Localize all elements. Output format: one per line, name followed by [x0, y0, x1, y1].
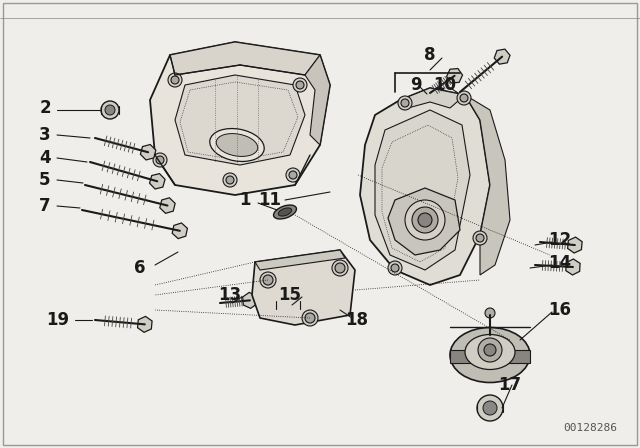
Text: 3: 3 — [39, 126, 51, 144]
Circle shape — [286, 168, 300, 182]
Circle shape — [460, 94, 468, 102]
Polygon shape — [450, 350, 530, 363]
Text: 1: 1 — [239, 191, 251, 209]
Text: 14: 14 — [548, 254, 572, 272]
Circle shape — [156, 156, 164, 164]
Polygon shape — [400, 88, 465, 108]
Circle shape — [335, 263, 345, 273]
Polygon shape — [243, 293, 257, 308]
Text: 7: 7 — [39, 197, 51, 215]
Polygon shape — [172, 223, 188, 239]
Circle shape — [457, 91, 471, 105]
Text: 16: 16 — [548, 301, 572, 319]
Ellipse shape — [216, 134, 258, 156]
Polygon shape — [566, 259, 580, 275]
Circle shape — [476, 234, 484, 242]
Polygon shape — [150, 174, 165, 189]
Circle shape — [401, 99, 409, 107]
Text: 2: 2 — [39, 99, 51, 117]
Circle shape — [473, 231, 487, 245]
Circle shape — [296, 81, 304, 89]
Text: 9: 9 — [410, 76, 422, 94]
Circle shape — [477, 395, 503, 421]
Circle shape — [388, 261, 402, 275]
Text: 19: 19 — [47, 311, 70, 329]
Polygon shape — [305, 55, 330, 145]
Circle shape — [305, 313, 315, 323]
Polygon shape — [494, 49, 510, 64]
Circle shape — [302, 310, 318, 326]
Circle shape — [101, 101, 119, 119]
Circle shape — [171, 76, 179, 84]
Text: 12: 12 — [548, 231, 572, 249]
Circle shape — [276, 293, 300, 317]
Polygon shape — [138, 316, 152, 332]
Polygon shape — [175, 75, 305, 165]
Circle shape — [223, 173, 237, 187]
Circle shape — [332, 260, 348, 276]
Ellipse shape — [210, 129, 264, 161]
Circle shape — [391, 264, 399, 272]
Circle shape — [478, 338, 502, 362]
Text: 11: 11 — [259, 191, 282, 209]
Text: 13: 13 — [218, 286, 241, 304]
Circle shape — [260, 272, 276, 288]
Text: 00128286: 00128286 — [563, 423, 617, 433]
Circle shape — [405, 200, 445, 240]
Text: 6: 6 — [134, 259, 146, 277]
Circle shape — [263, 275, 273, 285]
Circle shape — [153, 153, 167, 167]
Circle shape — [484, 344, 496, 356]
Polygon shape — [160, 198, 175, 213]
Polygon shape — [252, 250, 355, 325]
Polygon shape — [150, 42, 330, 195]
Polygon shape — [360, 88, 490, 285]
Circle shape — [418, 213, 432, 227]
Circle shape — [226, 176, 234, 184]
Polygon shape — [255, 250, 345, 270]
Circle shape — [398, 96, 412, 110]
Circle shape — [105, 105, 115, 115]
Circle shape — [168, 73, 182, 87]
Polygon shape — [465, 95, 510, 275]
Text: 5: 5 — [39, 171, 51, 189]
Circle shape — [412, 207, 438, 233]
Text: 15: 15 — [278, 286, 301, 304]
Polygon shape — [568, 237, 582, 253]
Circle shape — [293, 78, 307, 92]
Text: 17: 17 — [499, 376, 522, 394]
Text: 10: 10 — [433, 76, 456, 94]
Text: 18: 18 — [346, 311, 369, 329]
Ellipse shape — [465, 335, 515, 370]
Circle shape — [289, 171, 297, 179]
Circle shape — [281, 298, 295, 312]
Polygon shape — [375, 110, 470, 270]
Polygon shape — [140, 145, 156, 160]
Circle shape — [483, 401, 497, 415]
Text: 4: 4 — [39, 149, 51, 167]
Polygon shape — [388, 188, 460, 255]
Text: 8: 8 — [424, 46, 436, 64]
Polygon shape — [447, 69, 463, 83]
Ellipse shape — [450, 327, 530, 383]
Ellipse shape — [278, 208, 292, 216]
Circle shape — [485, 308, 495, 318]
Polygon shape — [170, 42, 320, 75]
Ellipse shape — [273, 205, 296, 219]
